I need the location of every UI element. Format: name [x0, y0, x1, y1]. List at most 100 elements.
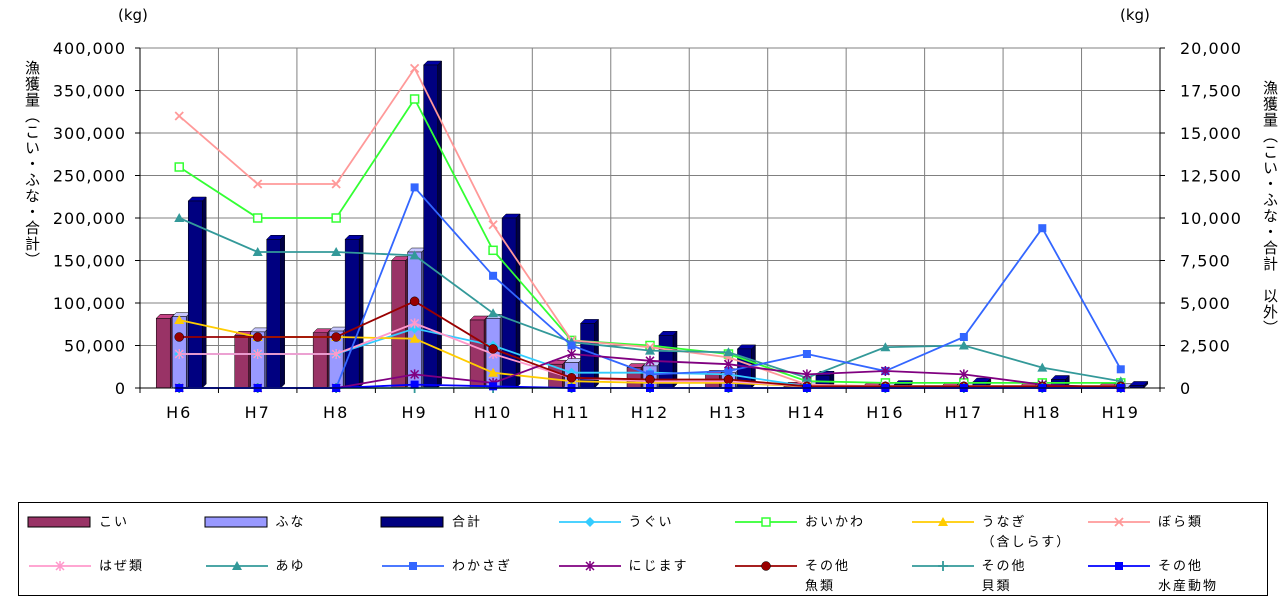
left-tick-label: 150,000: [53, 252, 126, 271]
legend-marker: [937, 517, 948, 526]
left-tick-label: 100,000: [53, 294, 126, 313]
point-H10: [489, 271, 498, 280]
bar-front: [187, 200, 203, 389]
x-tick-label: H12: [631, 403, 669, 422]
legend-swatch: [204, 516, 267, 528]
bar-front: [155, 318, 171, 389]
point-H14: [802, 369, 812, 380]
legend-label: 合計: [452, 515, 483, 530]
point-H11: [566, 373, 577, 383]
right-axis-unit: (kg): [1120, 6, 1150, 24]
left-tick-label: 250,000: [53, 167, 126, 186]
legend: こい ふな 合計 うぐい おいかわ うなぎ （含しらす） ぼら類 はぜ類 あゆ わかさぎ にじます そ…: [18, 502, 1268, 596]
point-H13: [723, 359, 733, 370]
point-H9: [410, 369, 420, 380]
bar-front: [344, 239, 360, 389]
point-H16: [880, 366, 890, 376]
legend-item: その他 貝類: [910, 551, 1083, 594]
legend-marker: [55, 561, 65, 571]
left-axis-label: 漁獲量（こい・ふな・合計）: [22, 60, 42, 360]
point-H13: [723, 374, 734, 385]
point-H7: [253, 179, 263, 189]
bar-side: [437, 60, 442, 389]
legend-item: ぼら類: [1086, 507, 1259, 547]
bar-front: [391, 260, 406, 389]
legend-swatch: [382, 562, 444, 570]
legend-swatch-bar: [380, 516, 444, 528]
chart: 0 50,000 100,000 150,000 200,000 250,000 300,0…: [53, 6, 1242, 422]
point-H10: [488, 367, 499, 377]
bar-front: [423, 64, 438, 389]
legend-label: あゆ: [275, 559, 306, 574]
point-H9: [409, 63, 420, 74]
point-H6: [174, 213, 185, 222]
legend-label: おいかわ: [805, 515, 866, 530]
point-H9: [410, 318, 420, 329]
point-H10: [488, 245, 498, 256]
point-H7: [252, 247, 263, 256]
right-tick-label: 20,000: [1180, 39, 1242, 58]
legend-label: うなぎ （含しらす）: [981, 515, 1072, 550]
point-H10: [489, 382, 498, 391]
point-H12: [646, 370, 654, 379]
right-axis-label: 漁獲量（こい・ふな・合計 以外）: [1260, 80, 1280, 400]
point-H10: [488, 220, 498, 230]
left-tick-label: 50,000: [64, 337, 126, 356]
point-H11: [567, 341, 576, 350]
right-axis-label-text: 漁獲量（こい・ふな・合計 以外）: [1261, 80, 1279, 336]
bar-front: [501, 217, 517, 389]
left-tick-label: 200,000: [53, 209, 126, 228]
x-tick-label: H11: [552, 403, 590, 422]
bar-side: [280, 234, 285, 389]
point-H6: [174, 111, 184, 121]
legend-label: うぐい: [628, 515, 674, 530]
point-H8: [331, 247, 342, 256]
point-H13: [724, 367, 733, 375]
bar-合計-H19: [1129, 380, 1149, 389]
legend-swatch-bar: [27, 516, 91, 528]
bar-こい-H9: [391, 255, 411, 389]
legend-label: はぜ類: [99, 559, 145, 574]
legend-marker: [584, 517, 595, 527]
legend-marker: [1114, 517, 1124, 527]
bar-合計-H10: [501, 213, 521, 389]
point-H17: [959, 369, 969, 380]
legend-marker: [584, 561, 595, 571]
point-H7: [253, 349, 263, 359]
x-tick-label: H8: [323, 403, 349, 422]
left-tick-label: 400,000: [53, 39, 126, 58]
legend-swatch: [205, 561, 268, 570]
axes: 0 50,000 100,000 150,000 200,000 250,000 300,0…: [53, 39, 1242, 422]
point-H9: [410, 380, 419, 389]
point-H12: [645, 345, 655, 355]
legend-label: こい: [99, 515, 130, 530]
point-H9: [410, 183, 419, 192]
bar-合計-H7: [266, 234, 286, 389]
point-H8: [331, 179, 341, 189]
legend-item: こい: [27, 507, 200, 547]
right-tick-label: 2,500: [1180, 337, 1231, 356]
point-H11: [567, 349, 577, 359]
left-tick-label: 350,000: [53, 82, 126, 101]
point-H18: [1037, 362, 1048, 372]
legend-marker: [761, 561, 771, 571]
right-tick-label: 10,000: [1180, 209, 1242, 228]
point-H8: [331, 349, 341, 359]
legend-label: その他 水産動物: [1158, 559, 1219, 594]
point-H6: [174, 315, 185, 324]
x-tick-label: H13: [709, 403, 747, 422]
legend-item: はぜ類: [27, 551, 200, 591]
legend-item: あゆ: [204, 551, 377, 591]
series-あゆ: [174, 213, 1126, 386]
legend-label: ふな: [275, 515, 306, 530]
right-tick-label: 7,500: [1180, 252, 1231, 271]
legend-swatch: [1088, 562, 1150, 570]
legend-item: その他 魚類: [733, 551, 906, 594]
point-H6: [174, 332, 184, 342]
left-tick-label: 300,000: [53, 124, 126, 143]
bar-こい-H7: [234, 330, 254, 389]
legend-item: うなぎ （含しらす）: [910, 507, 1083, 550]
legend-swatch: [735, 517, 797, 527]
bar-side: [358, 234, 364, 389]
legend-marker: [409, 562, 417, 570]
